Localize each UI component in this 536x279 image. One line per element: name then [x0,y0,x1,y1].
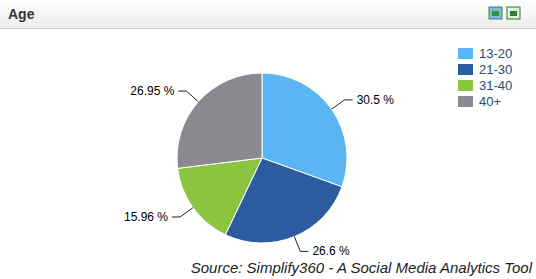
legend-item[interactable]: 40+ [458,94,501,109]
export-icon[interactable] [507,7,520,19]
label-leader [294,237,308,252]
pie-slice[interactable] [177,73,262,168]
legend-swatch[interactable] [458,80,473,91]
legend-swatch[interactable] [458,64,473,75]
header-bar [0,0,536,28]
data-label: 30.5 % [357,93,395,107]
icon-inner[interactable] [492,11,499,16]
header-border [0,28,536,29]
legend-label[interactable]: 21-30 [479,62,512,77]
legend-label[interactable]: 31-40 [479,78,512,93]
export-icon[interactable] [489,7,502,19]
icon-frame[interactable] [507,7,520,19]
legend-swatch[interactable] [458,96,473,107]
data-label: 26.6 % [312,244,350,258]
legend-label[interactable]: 40+ [479,94,501,109]
label-leader [332,100,353,109]
source-note: Source: Simplify360 - A Social Media Ana… [191,259,533,276]
legend-swatch[interactable] [458,48,473,59]
legend-item[interactable]: 13-20 [458,46,512,61]
label-leader [172,208,193,217]
title: Age [8,6,35,22]
data-label: 26.95 % [130,84,174,98]
legend: 13-2021-3031-4040+ [458,46,512,109]
data-label: 15.96 % [124,210,168,224]
legend-item[interactable]: 31-40 [458,78,512,93]
pie-slice[interactable] [178,158,262,235]
chart: Age30.5 %26.6 %15.96 %26.95 %13-2021-303… [0,0,536,279]
legend-label[interactable]: 13-20 [479,46,512,61]
data-labels: 30.5 % 26.6 % 15.96 % 26.95 % [124,84,394,258]
slices [177,73,347,243]
icon-frame[interactable] [489,7,502,19]
legend-item[interactable]: 21-30 [458,62,512,77]
icon-inner[interactable] [510,11,517,16]
label-leader [178,91,198,102]
pie: 30.5 % 26.6 % 15.96 % 26.95 % [124,73,394,258]
